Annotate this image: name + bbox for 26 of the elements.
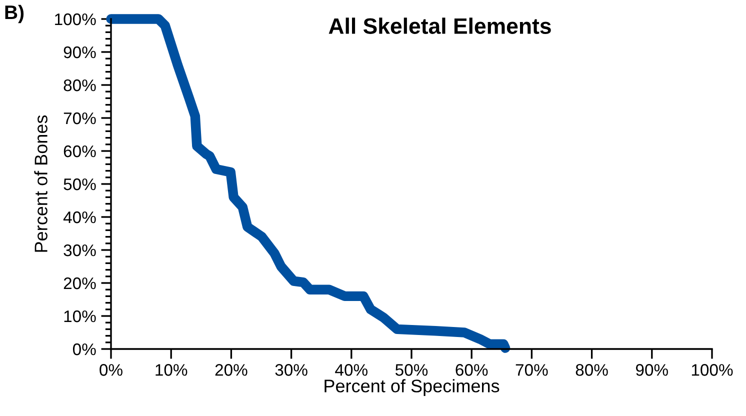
x-tick-label: 90% <box>636 364 668 376</box>
y-tick-label: 10% <box>64 310 96 322</box>
x-tick-label: 60% <box>456 364 488 376</box>
y-tick-label: 70% <box>64 112 96 124</box>
x-tick-label: 50% <box>395 364 428 376</box>
x-tick-label: 40% <box>335 364 368 376</box>
y-axis-title: Percent of Bones <box>34 115 48 252</box>
x-axis-title: Percent of Specimens <box>324 379 500 396</box>
x-tick-label: 100% <box>692 364 733 376</box>
x-tick-label: 80% <box>576 364 608 376</box>
text: B) <box>5 4 24 24</box>
x-tick-label: 30% <box>275 364 308 376</box>
y-tick-label: 100% <box>55 13 96 26</box>
y-tick-label: 20% <box>64 277 96 290</box>
y-tick-label: 40% <box>63 211 96 224</box>
x-tick-label: 70% <box>516 364 548 376</box>
y-tick-label: 30% <box>64 244 96 256</box>
y-tick-label: 90% <box>64 46 96 58</box>
x-tick-label: 0% <box>100 364 122 376</box>
x-tick-label: 20% <box>215 364 248 376</box>
y-tick-label: 50% <box>64 178 96 190</box>
x-tick-label: 10% <box>156 364 188 376</box>
y-tick-label: 60% <box>64 145 96 158</box>
y-tick-label: 0% <box>72 343 96 356</box>
y-tick-label: 80% <box>64 79 96 92</box>
chart-title: All Skeletal Elements <box>328 18 551 34</box>
